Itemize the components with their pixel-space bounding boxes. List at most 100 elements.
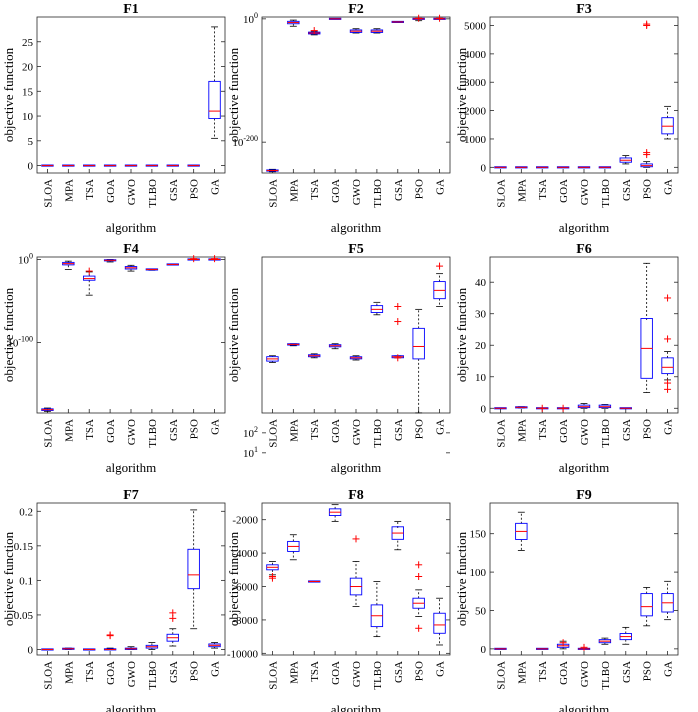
- box-goa: [103, 164, 117, 167]
- plot-frame: [261, 256, 451, 414]
- x-tick-label: GWO: [351, 179, 363, 205]
- y-axis-label: objective function: [226, 47, 241, 142]
- y-axis-label: objective function: [454, 287, 469, 382]
- box-mpa: [515, 406, 528, 409]
- box-gsa: [391, 520, 404, 551]
- panel-title: F8: [348, 488, 364, 503]
- panel-f5: F5 101 102 SLOA MPA TSA GOA GWO TLBO GSA PSO GA algo…: [226, 242, 451, 475]
- box-ga: [433, 597, 446, 646]
- box-gwo: [349, 355, 363, 361]
- box-pso: [412, 14, 425, 22]
- panel-f8: F8 -2000 -4000 -6000 -8000 -10000 SLOA MPA TSA GO…: [226, 488, 451, 712]
- y-tick-label: -6000: [232, 582, 258, 594]
- y-tick-label: 0.15: [14, 541, 34, 553]
- box-tlbo: [598, 404, 612, 409]
- box-sloa: [494, 407, 507, 410]
- x-tick-label: SLOA: [42, 419, 54, 448]
- outlier-marker: [415, 624, 423, 632]
- x-tick-label: GSA: [393, 179, 405, 201]
- y-tick-label: 100: [470, 567, 487, 579]
- y-tick-label: 100: [18, 251, 33, 266]
- outlier-marker: [169, 609, 177, 617]
- iqr-box: [661, 357, 674, 375]
- x-tick-label: GOA: [330, 661, 342, 685]
- box-goa: [556, 404, 570, 412]
- x-tick-label: PSO: [189, 419, 201, 439]
- x-tick-label: GWO: [126, 179, 138, 205]
- x-tick-label: TLBO: [147, 179, 159, 208]
- panel-f1: F1 0 5 10 15 20 25 SLOA MPA TSA GOA GWO TLBO GSA PSO GA…: [1, 2, 226, 235]
- box-mpa: [62, 647, 75, 650]
- box-tlbo: [145, 164, 159, 167]
- outlier-marker: [559, 404, 567, 412]
- box-ga: [208, 26, 221, 139]
- box-sloa: [41, 648, 54, 651]
- iqr-box: [640, 593, 653, 617]
- outlier-marker: [268, 574, 276, 582]
- x-tick-label: GWO: [351, 661, 363, 687]
- panel-title: F1: [123, 2, 139, 17]
- y-tick-label: 20: [22, 62, 34, 74]
- x-tick-label: MPA: [516, 419, 528, 442]
- x-tick-label: TLBO: [600, 419, 612, 448]
- x-tick-label: PSO: [414, 419, 426, 439]
- x-tick-label: GSA: [393, 661, 405, 683]
- x-tick-label: GSA: [393, 419, 405, 441]
- x-tick-label: GOA: [558, 661, 570, 685]
- box-mpa: [287, 343, 300, 347]
- outlier-marker: [394, 303, 402, 311]
- y-tick-label: 5: [28, 136, 34, 148]
- box-tsa: [308, 27, 321, 36]
- iqr-box: [433, 612, 446, 634]
- x-axis-label: algorithm: [559, 702, 610, 712]
- outlier-marker: [415, 572, 423, 580]
- x-tick-label: GA: [210, 419, 222, 435]
- box-gsa: [166, 164, 179, 167]
- box-pso: [187, 255, 200, 263]
- plot-frame: [261, 16, 451, 174]
- box-mpa: [287, 19, 300, 27]
- outlier-marker: [394, 354, 402, 362]
- outlier-marker: [415, 14, 423, 22]
- x-tick-label: TSA: [537, 179, 549, 200]
- box-mpa: [62, 164, 75, 167]
- x-tick-label: GWO: [579, 661, 591, 687]
- box-mpa: [515, 511, 528, 551]
- y-tick-label: 30: [475, 309, 487, 321]
- box-mpa: [62, 260, 75, 270]
- y-tick-label: 15: [22, 86, 34, 98]
- box-gsa: [619, 155, 632, 165]
- y-tick-label: 0: [28, 161, 34, 173]
- box-ga: [433, 262, 446, 307]
- x-tick-label: TSA: [309, 661, 321, 682]
- x-tick-label: GOA: [105, 661, 117, 685]
- box-goa: [556, 639, 570, 650]
- x-tick-label: TSA: [537, 661, 549, 682]
- box-gwo: [349, 535, 363, 607]
- x-tick-label: GA: [435, 419, 447, 435]
- y-tick-label: 50: [475, 605, 487, 617]
- box-pso: [187, 164, 200, 167]
- plot-frame: [489, 256, 679, 414]
- plot-frame: [489, 16, 679, 174]
- x-axis-label: algorithm: [331, 702, 382, 712]
- panel-title: F9: [576, 488, 592, 503]
- box-sloa: [494, 647, 507, 650]
- y-tick-label: 0: [481, 644, 487, 656]
- y-tick-label: 0.05: [14, 610, 34, 622]
- box-ga: [661, 294, 674, 393]
- box-gwo: [124, 646, 138, 650]
- x-tick-label: GSA: [621, 179, 633, 201]
- plot-frame: [261, 502, 451, 656]
- x-tick-label: SLOA: [495, 179, 507, 208]
- box-goa: [103, 259, 117, 263]
- outlier-marker: [352, 535, 360, 543]
- y-tick-label: 5000: [464, 21, 487, 33]
- box-ga: [661, 580, 674, 621]
- x-tick-label: PSO: [414, 661, 426, 681]
- x-tick-label: GA: [210, 179, 222, 195]
- y-tick-label: 40: [475, 277, 487, 289]
- x-tick-label: PSO: [414, 179, 426, 199]
- x-tick-label: SLOA: [495, 419, 507, 448]
